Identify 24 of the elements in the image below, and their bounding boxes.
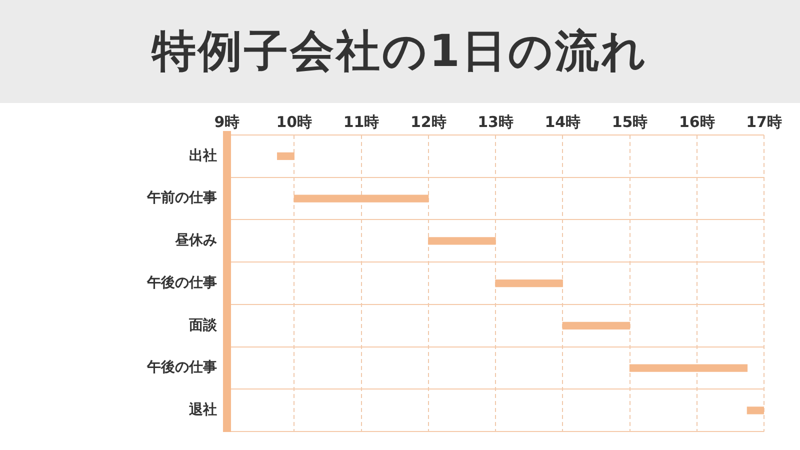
- x-tick-label: 10時: [276, 112, 312, 131]
- x-tick-label: 14時: [544, 112, 581, 131]
- y-tick-label: 退社: [188, 401, 217, 418]
- x-tick-label: 11時: [343, 112, 380, 131]
- y-tick-label: 午前の仕事: [146, 190, 217, 206]
- y-tick-label: 午後の仕事: [146, 360, 217, 376]
- x-tick-label: 15時: [612, 112, 648, 131]
- x-tick-label: 13時: [478, 112, 514, 131]
- bar: [428, 237, 496, 245]
- y-tick-label: 午後の仕事: [146, 274, 217, 291]
- bar: [562, 322, 630, 330]
- bar: [629, 364, 748, 372]
- chart-title: 特例子会社の1日の流れ: [0, 0, 800, 103]
- bar: [277, 152, 294, 160]
- y-tick-label: 出社: [189, 148, 217, 164]
- x-tick-label: 12時: [410, 112, 446, 131]
- bar: [746, 406, 764, 414]
- x-tick-label: 16時: [678, 112, 715, 131]
- bar: [495, 279, 563, 288]
- bar: [294, 194, 429, 202]
- y-tick-label: 昼休み: [174, 232, 217, 249]
- x-tick-label: 9時: [214, 112, 240, 131]
- y-tick-label: 面談: [188, 316, 218, 334]
- x-tick-label: 17時: [746, 112, 782, 131]
